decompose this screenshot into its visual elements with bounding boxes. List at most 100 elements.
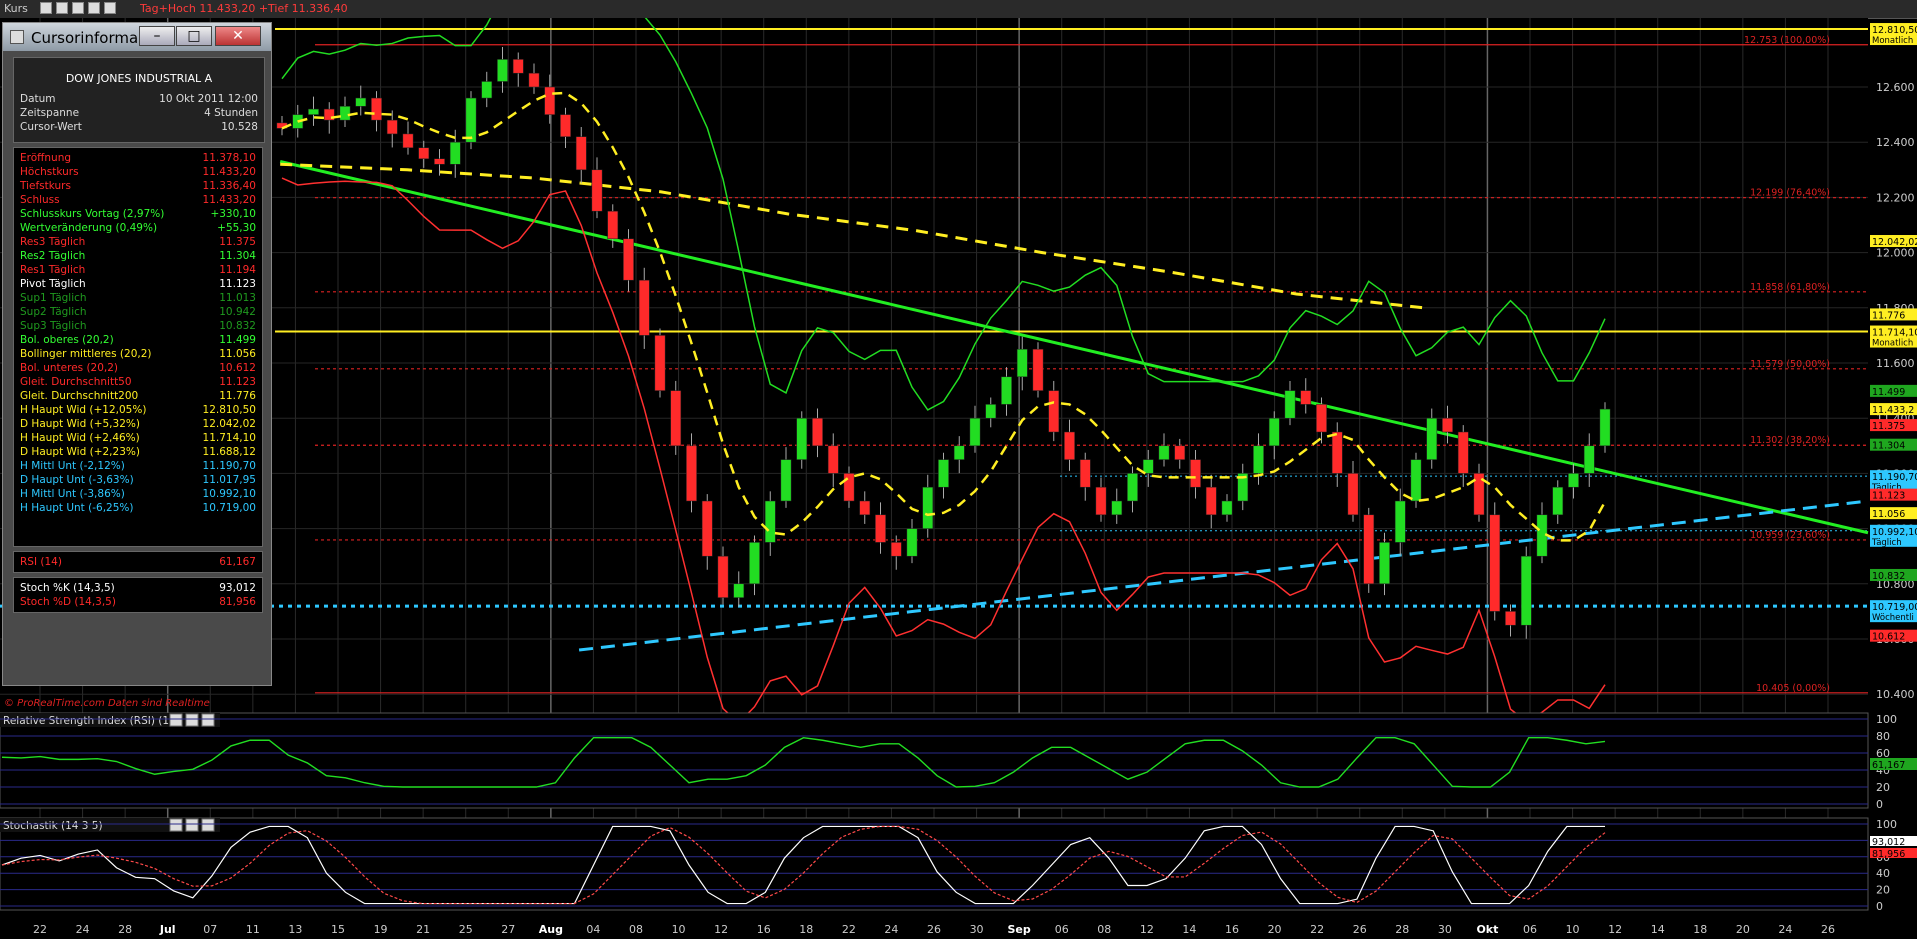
candle-up	[764, 500, 776, 543]
candle-up	[749, 542, 760, 585]
panel-button[interactable]	[169, 713, 183, 727]
indicator-label: Schluss	[20, 194, 60, 206]
x-tick-label: 18	[1693, 923, 1707, 936]
panel-button[interactable]	[201, 713, 215, 727]
candle-up	[1552, 486, 1564, 516]
candle-down	[827, 445, 839, 474]
rsi-title-bg	[0, 713, 220, 727]
link-icon[interactable]	[88, 2, 100, 14]
candle-down	[890, 542, 902, 557]
indicator-value: 10.612	[219, 362, 256, 374]
maximize-button[interactable]: □	[176, 26, 212, 46]
price-tag	[1870, 23, 1917, 46]
cursor-window-title: Cursorinforma...	[31, 29, 153, 47]
stoch-value: 81,956	[219, 596, 256, 608]
price-tag	[1870, 488, 1917, 501]
stoch-values: Stoch %K (14,3,5) 93,012 Stoch %D (14,3,5)…	[13, 577, 263, 613]
rsi-tick-label: 60	[1876, 747, 1890, 760]
panel-button[interactable]	[201, 818, 215, 832]
price-tag-sub: Täglich	[1871, 538, 1902, 548]
panel-button[interactable]	[185, 818, 199, 832]
candle-up	[1379, 542, 1390, 585]
stoch-tick-label: 40	[1876, 867, 1890, 880]
bollinger-upper	[281, 18, 1606, 411]
price-tag-label: 11.056	[1872, 509, 1905, 520]
info-value: 10 Okt 2011 12:00	[159, 93, 258, 105]
x-tick-label: 13	[288, 923, 302, 936]
indicator-label: Schlusskurs Vortag (2,97%)	[20, 208, 165, 220]
price-tag	[1870, 325, 1917, 348]
indicator-value: 10.719,00	[202, 502, 256, 514]
x-tick-label: 11	[246, 923, 260, 936]
indicator-value: 11.433,20	[202, 194, 256, 206]
candle-up	[355, 97, 367, 107]
x-tick-label: 24	[76, 923, 90, 936]
indicator-label: D Haupt Unt (-3,63%)	[20, 474, 134, 486]
indicator-row: D Haupt Wid (+2,23%) 11.688,12	[14, 446, 262, 460]
x-tick-label: 30	[970, 923, 984, 936]
export-icon[interactable]	[104, 2, 116, 14]
cursor-info-window[interactable]: Cursorinforma... – □ ✕ DOW JONES INDUSTR…	[2, 22, 272, 686]
x-tick-label: 26	[1353, 923, 1367, 936]
candle-down	[670, 390, 682, 447]
rsi-tag	[1870, 758, 1917, 770]
fib-level-label: 11.858 (61,80%)	[1750, 282, 1830, 293]
x-tick-label: 26	[927, 923, 941, 936]
tool-icon[interactable]	[40, 2, 52, 14]
stoch-d-tag	[1870, 848, 1917, 858]
stoch-d-tag-label: 81,956	[1872, 849, 1905, 860]
candle-up	[1253, 445, 1264, 474]
stoch-line	[1, 825, 1605, 905]
candle-up	[1111, 500, 1123, 516]
candle-down	[371, 97, 382, 121]
candle-down	[418, 147, 430, 160]
rsi-panel	[0, 712, 1869, 809]
indicator-value: 11.688,12	[202, 446, 256, 458]
panel-button[interactable]	[169, 818, 183, 832]
candle-down	[875, 514, 886, 543]
chart-area[interactable]: 22 24 28 Jul 07 11 13 15 19 21 25 27 Aug 04 08 10 12 16 18…	[0, 18, 1917, 939]
rsi-row: RSI (14) 61,167	[14, 556, 262, 570]
high-low-readout: Tag+Hoch 11.433,20 +Tief 11.336,40	[140, 2, 348, 15]
instrument-info: DOW JONES INDUSTRIAL A Datum 10 Okt 2011 …	[13, 57, 265, 143]
indicator-label: H Haupt Unt (-6,25%)	[20, 502, 134, 514]
price-tag-label: 11.190,70	[1872, 472, 1917, 483]
indicator-value: 11.013	[219, 292, 256, 304]
indicator-label: Bol. oberes (20,2)	[20, 334, 114, 346]
print-icon[interactable]	[56, 2, 68, 14]
panel-button[interactable]	[185, 713, 199, 727]
indicator-row: Schluss 11.433,20	[14, 194, 262, 208]
window-icon[interactable]	[72, 2, 84, 14]
stoch-k-tag	[1870, 836, 1917, 846]
indicator-row: H Mittl Unt (-2,12%) 11.190,70	[14, 460, 262, 474]
price-tag-label: 10.612	[1872, 632, 1905, 643]
price-tag-label: 10.832	[1872, 571, 1905, 582]
indicator-row: D Haupt Unt (-3,63%) 11.017,95	[14, 474, 262, 488]
candle-up	[481, 81, 493, 99]
cursor-window-titlebar[interactable]: Cursorinforma... – □ ✕	[3, 23, 271, 51]
candle-down	[1205, 486, 1217, 516]
indicator-value: 11.123	[219, 278, 256, 290]
indicator-value: 10.942	[219, 306, 256, 318]
candle-up	[1142, 459, 1154, 474]
price-tag-label: 11.776	[1872, 310, 1905, 321]
info-row: Datum 10 Okt 2011 12:00	[14, 93, 264, 107]
price-tag-label: 12.810,50	[1872, 25, 1917, 36]
indicator-label: Pivot Täglich	[20, 278, 86, 290]
candle-down	[528, 72, 540, 88]
price-tick-label: 12.600	[1876, 81, 1915, 94]
bollinger-lower	[281, 177, 1606, 724]
x-tick-label: 08	[629, 923, 643, 936]
price-tag-sub: Täglich	[1871, 483, 1902, 493]
x-tick-label: 16	[757, 923, 771, 936]
candle-up	[1520, 555, 1532, 626]
window-app-icon	[10, 30, 24, 44]
indicator-row: Bollinger mittleres (20,2) 11.056	[14, 348, 262, 362]
x-tick-label: 06	[1523, 923, 1537, 936]
candle-down	[323, 108, 335, 121]
price-tag-sub: Wöchentli	[1872, 613, 1914, 623]
close-button[interactable]: ✕	[215, 26, 261, 46]
indicator-value: 11.336,40	[202, 180, 256, 192]
candle-down	[544, 86, 556, 115]
minimize-button[interactable]: –	[139, 26, 175, 46]
